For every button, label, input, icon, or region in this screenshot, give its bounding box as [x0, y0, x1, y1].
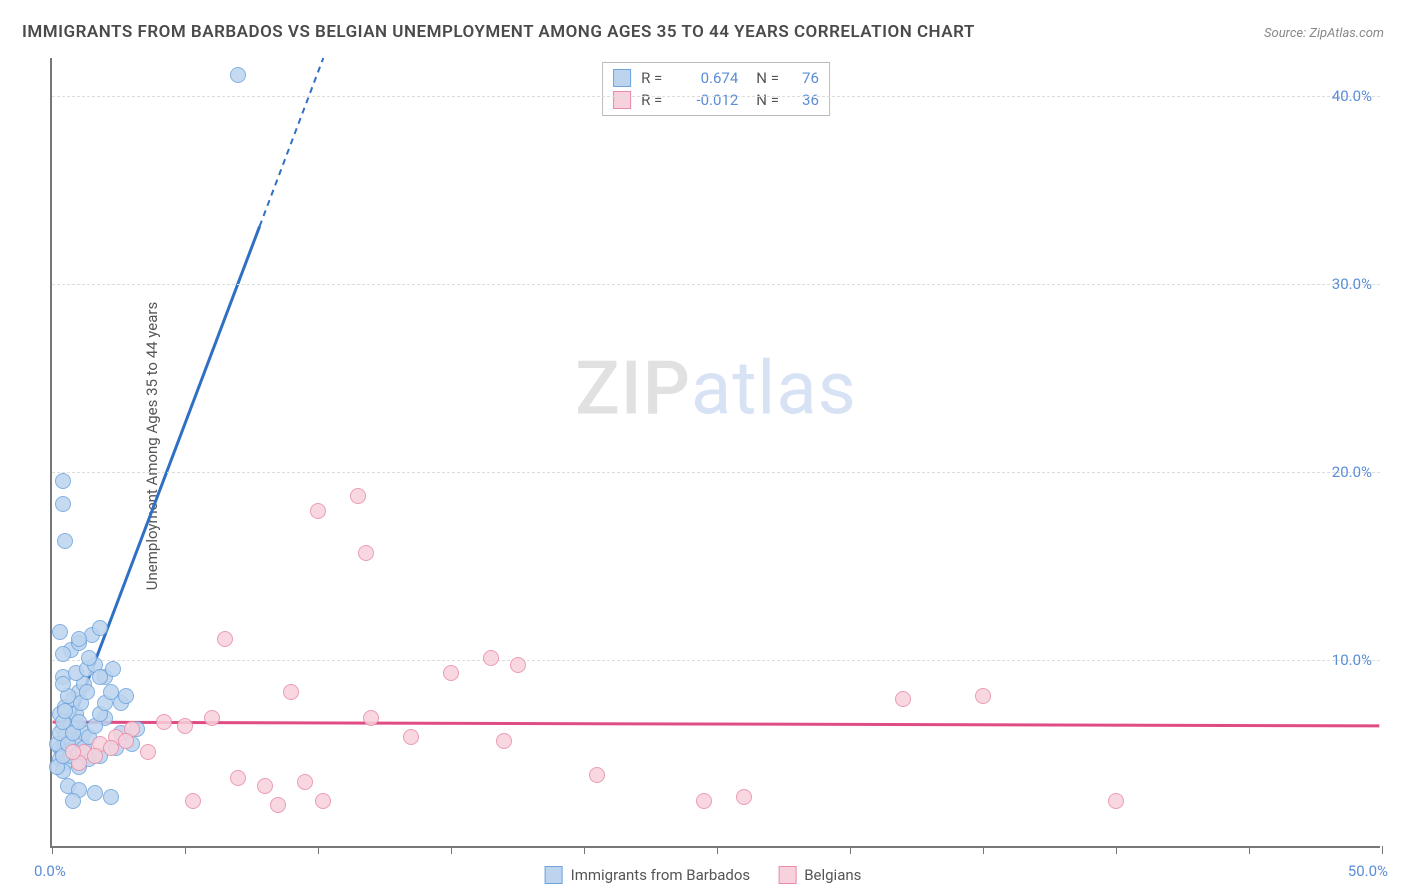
y-tick-label: 10.0% — [1332, 651, 1372, 669]
series-name: Belgians — [804, 866, 861, 884]
data-point — [736, 789, 752, 805]
data-point — [350, 488, 366, 504]
trend-line-dashed — [260, 58, 324, 226]
corr-r-label: R = — [641, 89, 662, 111]
data-point — [230, 770, 246, 786]
data-point — [71, 714, 87, 730]
gridline-h — [52, 284, 1380, 285]
data-point — [140, 744, 156, 760]
data-point — [92, 620, 108, 636]
data-point — [79, 684, 95, 700]
data-point — [65, 793, 81, 809]
data-point — [204, 710, 220, 726]
correlation-row: R = 0.674 N = 76 — [613, 67, 819, 89]
data-point — [283, 684, 299, 700]
correlation-row: R = -0.012 N = 36 — [613, 89, 819, 111]
data-point — [496, 733, 512, 749]
data-point — [92, 669, 108, 685]
data-point — [71, 631, 87, 647]
y-tick-label: 30.0% — [1332, 275, 1372, 293]
corr-n-label: N = — [756, 67, 779, 89]
x-tick — [451, 846, 452, 854]
data-point — [118, 733, 134, 749]
data-point — [103, 789, 119, 805]
data-point — [315, 793, 331, 809]
data-point — [403, 729, 419, 745]
x-tick — [1382, 846, 1383, 854]
data-point — [363, 710, 379, 726]
data-point — [185, 793, 201, 809]
data-point — [696, 793, 712, 809]
chart-title: IMMIGRANTS FROM BARBADOS VS BELGIAN UNEM… — [22, 22, 975, 42]
corr-r-value: -0.012 — [672, 89, 738, 111]
x-tick — [1249, 846, 1250, 854]
series-legend-item: Belgians — [778, 866, 861, 884]
x-tick — [717, 846, 718, 854]
legend-swatch — [545, 866, 563, 884]
data-point — [483, 650, 499, 666]
data-point — [103, 684, 119, 700]
legend-swatch — [613, 91, 631, 109]
x-tick — [1116, 846, 1117, 854]
x-tick — [318, 846, 319, 854]
data-point — [257, 778, 273, 794]
data-point — [55, 646, 71, 662]
legend-swatch — [613, 69, 631, 87]
x-axis-max-label: 50.0% — [1348, 862, 1388, 880]
series-name: Immigrants from Barbados — [571, 866, 751, 884]
data-point — [217, 631, 233, 647]
x-tick — [850, 846, 851, 854]
data-point — [975, 688, 991, 704]
x-tick — [185, 846, 186, 854]
data-point — [81, 650, 97, 666]
series-legend-item: Immigrants from Barbados — [545, 866, 751, 884]
trend-line — [53, 722, 1380, 726]
x-tick — [983, 846, 984, 854]
x-axis-min-label: 0.0% — [34, 862, 66, 880]
data-point — [310, 503, 326, 519]
corr-n-value: 76 — [789, 67, 819, 89]
corr-n-value: 36 — [789, 89, 819, 111]
data-point — [87, 785, 103, 801]
data-point — [55, 676, 71, 692]
data-point — [55, 473, 71, 489]
trend-lines — [52, 58, 1380, 846]
corr-r-value: 0.674 — [672, 67, 738, 89]
data-point — [1108, 793, 1124, 809]
data-point — [297, 774, 313, 790]
gridline-h — [52, 660, 1380, 661]
data-point — [57, 703, 73, 719]
legend-swatch — [778, 866, 796, 884]
data-point — [87, 748, 103, 764]
data-point — [443, 665, 459, 681]
data-point — [118, 688, 134, 704]
corr-r-label: R = — [641, 67, 662, 89]
data-point — [230, 67, 246, 83]
gridline-h — [52, 96, 1380, 97]
data-point — [589, 767, 605, 783]
plot-area: ZIPatlas R =0.674N =76R =-0.012N =36 10.… — [50, 58, 1380, 848]
y-tick-label: 20.0% — [1332, 463, 1372, 481]
data-point — [103, 740, 119, 756]
x-tick — [52, 846, 53, 854]
y-tick-label: 40.0% — [1332, 87, 1372, 105]
corr-n-label: N = — [756, 89, 779, 111]
data-point — [156, 714, 172, 730]
correlation-legend: R = 0.674 N = 76 R = -0.012 N = 36 — [602, 62, 830, 116]
data-point — [52, 624, 68, 640]
data-point — [57, 533, 73, 549]
source-attribution: Source: ZipAtlas.com — [1264, 26, 1384, 41]
data-point — [358, 545, 374, 561]
data-point — [270, 797, 286, 813]
series-legend: Immigrants from Barbados Belgians — [545, 866, 862, 884]
data-point — [510, 657, 526, 673]
x-tick — [584, 846, 585, 854]
data-point — [177, 718, 193, 734]
data-point — [895, 691, 911, 707]
gridline-h — [52, 472, 1380, 473]
data-point — [65, 744, 81, 760]
data-point — [55, 496, 71, 512]
